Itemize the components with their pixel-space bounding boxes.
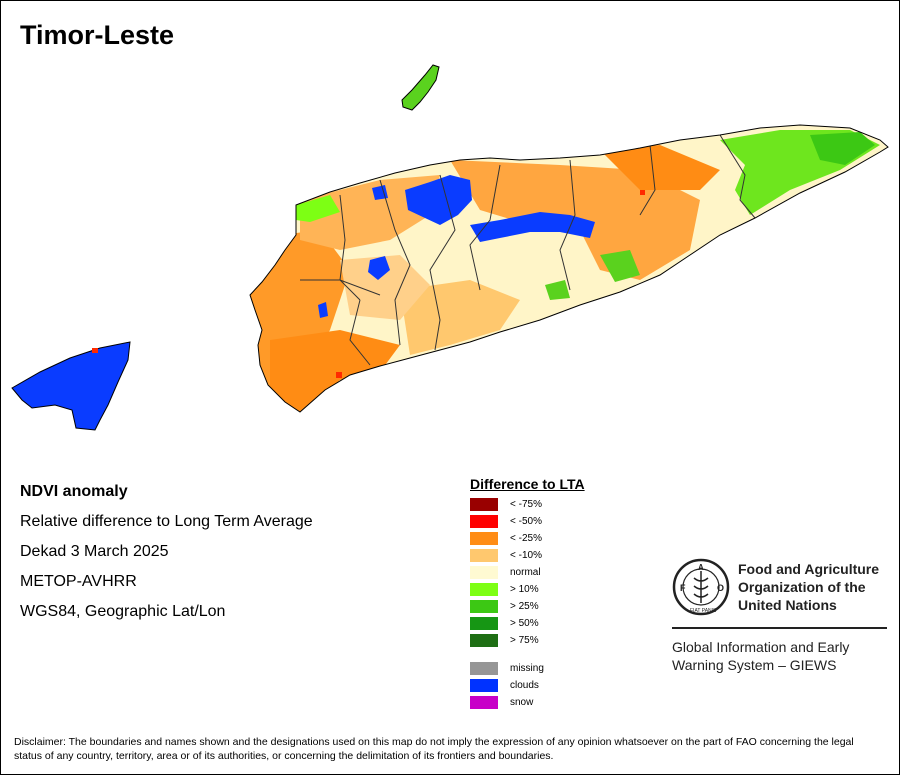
district-boundaries: [300, 134, 756, 366]
legend-row: normal: [470, 564, 585, 581]
legend-swatch: [470, 600, 498, 613]
legend-swatch: [470, 498, 498, 511]
legend-label: < -25%: [510, 533, 542, 544]
legend-label: < -75%: [510, 499, 542, 510]
legend-swatch: [470, 696, 498, 709]
legend-row: < -75%: [470, 496, 585, 513]
legend-swatch: [470, 549, 498, 562]
green-anomaly-northwest: [296, 195, 340, 222]
legend-row: < -50%: [470, 513, 585, 530]
orange-anomaly-eastcenter: [600, 145, 720, 190]
info-line: WGS84, Geographic Lat/Lon: [20, 603, 226, 620]
legend-label: missing: [510, 663, 544, 674]
legend-row: > 25%: [470, 598, 585, 615]
orange-anomaly-west: [250, 230, 350, 412]
info-line: Dekad 3 March 2025: [20, 543, 169, 560]
legend-swatch: [470, 566, 498, 579]
legend-row: < -25%: [470, 530, 585, 547]
fao-logo-letter: A: [698, 563, 704, 572]
legend-row: > 50%: [470, 615, 585, 632]
green-anomaly-south: [600, 250, 640, 282]
legend-row: clouds: [470, 677, 585, 694]
legend-other-items: missing clouds snow: [470, 660, 585, 711]
fao-logo-letter: O: [717, 583, 724, 593]
legend-swatch: [470, 679, 498, 692]
cloud-patch-central: [470, 212, 595, 242]
atauro-island: [401, 64, 440, 111]
legend-label: normal: [510, 567, 541, 578]
legend-title: Difference to LTA: [470, 476, 585, 492]
legend-label: > 75%: [510, 635, 539, 646]
cloud-patch-small: [318, 302, 328, 318]
legend-swatch: [470, 532, 498, 545]
fao-logo-motto: FIAT PANIS: [690, 608, 717, 614]
divider: [672, 627, 887, 629]
info-line: Relative difference to Long Term Average: [20, 513, 313, 530]
fao-logo-icon: F O A FIAT PANIS: [672, 558, 730, 616]
oecusse-enclave: [11, 341, 131, 431]
red-anomaly-spot: [640, 190, 645, 195]
legend-items: < -75% < -50% < -25% < -10% normal > 10% > 25%…: [470, 496, 585, 649]
red-anomaly-spot: [336, 372, 342, 378]
oecusse-anomaly-patch: [92, 348, 98, 353]
legend-label: > 50%: [510, 618, 539, 629]
main-territory-outline: [249, 124, 889, 413]
light-orange-south: [400, 280, 520, 355]
map-info: NDVI anomaly Relative difference to Long…: [20, 482, 313, 632]
cloud-patch-north: [405, 175, 472, 225]
legend-label: > 25%: [510, 601, 539, 612]
legend-label: < -50%: [510, 516, 542, 527]
legend-swatch: [470, 662, 498, 675]
legend-label: < -10%: [510, 550, 542, 561]
legend-swatch: [470, 634, 498, 647]
organization-name-line: Organization of the: [738, 579, 866, 595]
legend-label: snow: [510, 697, 534, 708]
info-line: METOP-AVHRR: [20, 573, 137, 590]
legend-swatch: [470, 617, 498, 630]
legend-label: > 10%: [510, 584, 539, 595]
organization-name-line: United Nations: [738, 597, 837, 613]
legend-row: > 75%: [470, 632, 585, 649]
disclaimer: Disclaimer: The boundaries and names sho…: [14, 736, 854, 762]
cloud-patch-west: [368, 256, 390, 280]
legend-swatch: [470, 583, 498, 596]
legend-row: missing: [470, 660, 585, 677]
legend-label: clouds: [510, 680, 539, 691]
green-anomaly-south-2: [545, 280, 570, 300]
system-name-line: Warning System – GIEWS: [672, 657, 837, 673]
map-title: Timor-Leste: [20, 20, 175, 50]
main-territory: [250, 125, 888, 412]
fao-logo-letter: F: [680, 583, 686, 593]
system-name-line: Global Information and Early: [672, 639, 850, 655]
orange-anomaly-southwest: [270, 330, 400, 412]
system-name: Global Information and Early Warning Sys…: [672, 638, 892, 674]
legend-row: > 10%: [470, 581, 585, 598]
ndvi-map: [11, 64, 889, 431]
green-anomaly-east-dark: [810, 132, 875, 165]
cloud-patch-north-2: [372, 185, 388, 200]
legend: Difference to LTA < -75% < -50% < -25% < -1…: [470, 476, 585, 711]
orange-anomaly-north: [300, 175, 440, 250]
organization-name-line: Food and Agriculture: [738, 561, 880, 577]
legend-row: snow: [470, 694, 585, 711]
info-heading: NDVI anomaly: [20, 483, 128, 500]
legend-row: < -10%: [470, 547, 585, 564]
legend-swatch: [470, 515, 498, 528]
organization-name: Food and Agriculture Organization of the…: [738, 560, 898, 614]
